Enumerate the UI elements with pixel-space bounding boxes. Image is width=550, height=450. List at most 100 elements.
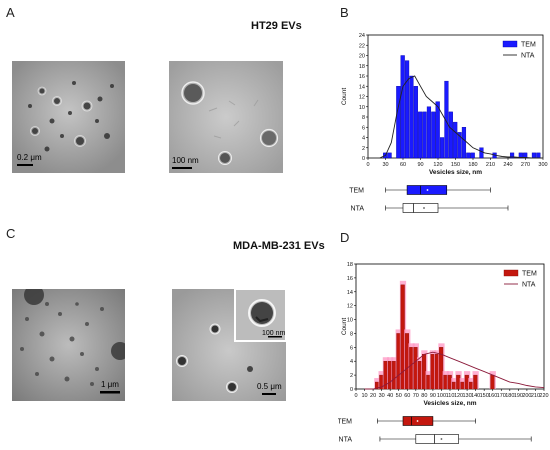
y-tick-label: 22 — [359, 43, 365, 49]
y-axis-label: Count — [341, 88, 348, 106]
micrograph-c-left: 1 μm — [12, 289, 125, 401]
x-tick-label: 80 — [421, 393, 427, 399]
legend-swatch-tem — [503, 269, 519, 277]
bar — [430, 354, 435, 390]
y-tick-label: 16 — [359, 74, 365, 80]
x-tick-label: 170 — [497, 393, 506, 399]
y-tick-label: 12 — [347, 304, 353, 310]
y-tick-label: 4 — [362, 136, 365, 142]
bar — [426, 106, 432, 159]
x-tick-label: 0 — [354, 393, 357, 399]
panel-letter-a: A — [6, 5, 15, 20]
bar — [404, 333, 410, 390]
bar — [444, 80, 449, 159]
micrograph-a-left: 0.2 μm — [12, 61, 125, 173]
bar — [418, 111, 423, 159]
y-tick-label: 10 — [347, 318, 353, 324]
series-line-nta — [364, 351, 545, 390]
boxplot-label: NTA — [339, 437, 353, 444]
y-tick-label: 8 — [350, 331, 353, 337]
x-tick-label: 270 — [521, 162, 530, 168]
y-tick-label: 18 — [347, 262, 353, 268]
y-tick-label: 10 — [359, 105, 365, 111]
x-tick-label: 60 — [400, 162, 406, 168]
y-axis-label: Count — [341, 318, 348, 336]
x-tick-label: 300 — [538, 162, 547, 168]
bar — [396, 86, 401, 159]
bar — [434, 354, 439, 390]
panel-letter-d: D — [340, 230, 350, 245]
bar — [466, 152, 471, 159]
y-tick-label: 12 — [359, 95, 365, 101]
x-tick-label: 120 — [454, 393, 463, 399]
legend-label-tem: TEM — [522, 271, 537, 278]
x-tick-label: 140 — [471, 393, 480, 399]
x-tick-label: 180 — [468, 162, 477, 168]
x-axis-label: Vesicles size, nm — [429, 169, 482, 176]
bar — [448, 111, 453, 159]
bar — [426, 374, 431, 390]
x-tick-label: 100 — [437, 393, 446, 399]
y-tick-label: 2 — [362, 146, 365, 152]
bar — [431, 111, 436, 159]
x-tick-label: 110 — [446, 393, 455, 399]
scale-label-a-right: 100 nm — [172, 156, 199, 165]
bar — [453, 121, 458, 159]
x-tick-label: 180 — [505, 393, 514, 399]
micrograph-c-right: 100 nm 0.5 μm — [172, 289, 286, 401]
boxplot-box — [402, 203, 439, 213]
micrograph-a-right: 100 nm — [169, 61, 283, 173]
bar — [460, 381, 465, 390]
boxplot-mean — [423, 207, 425, 209]
x-tick-label: 10 — [361, 393, 367, 399]
boxplot-label: NTA — [351, 206, 365, 213]
x-tick-label: 90 — [417, 162, 423, 168]
legend-swatch-tem — [502, 40, 518, 48]
panel-c-title: MDA-MB-231 EVs — [233, 240, 325, 252]
y-tick-label: 0 — [362, 156, 365, 162]
bar — [422, 111, 427, 159]
panel-a-title: HT29 EVs — [251, 20, 302, 32]
bar — [404, 60, 410, 159]
bar — [417, 361, 422, 390]
y-tick-label: 14 — [359, 84, 365, 90]
y-tick-label: 20 — [359, 54, 365, 60]
bar — [456, 374, 461, 390]
panel-letter-c: C — [6, 226, 16, 241]
y-tick-label: 8 — [362, 115, 365, 121]
x-axis-label: Vesicles size, nm — [423, 400, 476, 407]
bar — [531, 152, 537, 159]
boxplot-mean — [416, 420, 419, 422]
y-tick-label: 18 — [359, 64, 365, 70]
y-tick-label: 6 — [350, 345, 353, 351]
x-tick-label: 120 — [433, 162, 442, 168]
bar — [413, 347, 418, 390]
x-tick-label: 30 — [379, 393, 385, 399]
y-tick-label: 4 — [350, 359, 353, 365]
bar — [409, 75, 414, 159]
x-tick-label: 70 — [413, 393, 419, 399]
y-tick-label: 2 — [350, 373, 353, 379]
bar — [439, 137, 445, 159]
y-tick-label: 14 — [347, 290, 353, 296]
x-tick-label: 130 — [462, 393, 471, 399]
bar — [457, 132, 462, 159]
bar — [464, 374, 469, 390]
scale-label-c-inset: 100 nm — [262, 330, 286, 337]
bar — [470, 152, 475, 159]
bar — [536, 152, 541, 159]
bar — [422, 354, 427, 390]
x-tick-label: 200 — [522, 393, 531, 399]
legend-label-tem: TEM — [521, 42, 536, 49]
x-tick-label: 90 — [430, 393, 436, 399]
bar — [473, 374, 478, 390]
x-tick-label: 150 — [480, 393, 489, 399]
y-tick-label: 24 — [359, 33, 365, 39]
bar — [400, 55, 405, 159]
bar — [469, 381, 474, 390]
x-tick-label: 40 — [387, 393, 393, 399]
x-tick-label: 30 — [382, 162, 388, 168]
bar — [435, 101, 440, 159]
